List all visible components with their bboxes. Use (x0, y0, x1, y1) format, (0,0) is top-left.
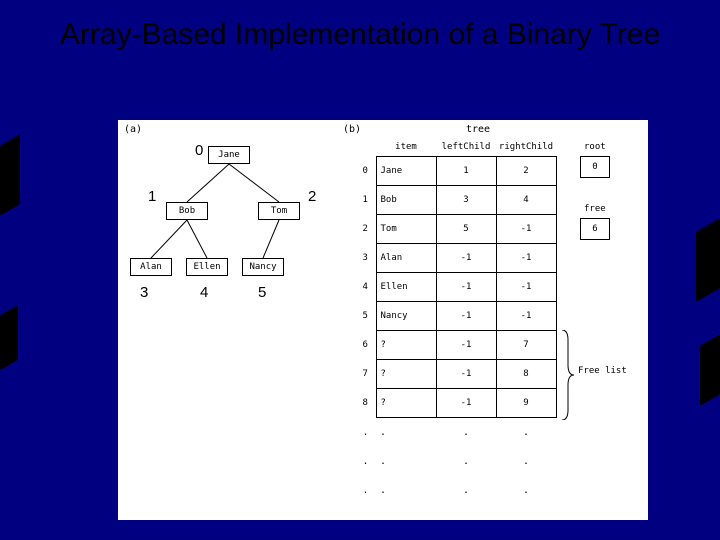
tree-index-2: 2 (308, 188, 316, 205)
row-item: ? (376, 331, 436, 360)
row-leftchild: -1 (436, 360, 496, 389)
row-leftchild: 1 (436, 157, 496, 186)
row-index: 2 (358, 215, 376, 244)
diagram-panel: (a) Jane Bob Tom Alan Ellen Nancy 0 1 2 … (118, 120, 648, 520)
row-index: 1 (358, 186, 376, 215)
ellipsis-row: .... (358, 476, 556, 505)
row-index: 3 (358, 244, 376, 273)
tree-caption: tree (466, 124, 490, 135)
row-index: 4 (358, 273, 376, 302)
tree-node-jane: Jane (208, 146, 250, 164)
table-row: 3Alan-1-1 (358, 244, 556, 273)
row-item: Tom (376, 215, 436, 244)
row-rightchild: 2 (496, 157, 556, 186)
table-row: 7?-18 (358, 360, 556, 389)
row-leftchild: 3 (436, 186, 496, 215)
row-item: ? (376, 360, 436, 389)
freelist-brace-icon (560, 330, 574, 420)
tree-index-3: 3 (140, 284, 148, 301)
root-label: root (584, 142, 606, 152)
row-item: Jane (376, 157, 436, 186)
row-item: ? (376, 389, 436, 418)
row-leftchild: -1 (436, 389, 496, 418)
free-value: 6 (580, 218, 610, 240)
tree-index-4: 4 (200, 284, 208, 301)
root-value: 0 (580, 156, 610, 178)
tree-node-nancy: Nancy (242, 258, 284, 276)
row-leftchild: -1 (436, 244, 496, 273)
row-rightchild: 8 (496, 360, 556, 389)
header-leftchild: leftChild (436, 142, 496, 152)
table-row: 2Tom5-1 (358, 215, 556, 244)
tree-node-alan: Alan (130, 258, 172, 276)
row-item: Ellen (376, 273, 436, 302)
free-label: free (584, 204, 606, 214)
row-index: 7 (358, 360, 376, 389)
row-index: 6 (358, 331, 376, 360)
row-rightchild: -1 (496, 244, 556, 273)
row-leftchild: -1 (436, 331, 496, 360)
header-rightchild: rightChild (496, 142, 556, 152)
array-table: 0Jane121Bob342Tom5-13Alan-1-14Ellen-1-15… (358, 156, 557, 505)
row-rightchild: -1 (496, 215, 556, 244)
tree-node-tom: Tom (258, 202, 300, 220)
row-rightchild: 4 (496, 186, 556, 215)
tree-node-ellen: Ellen (186, 258, 228, 276)
table-row: 0Jane12 (358, 157, 556, 186)
freelist-label: Free list (578, 366, 627, 376)
row-item: Bob (376, 186, 436, 215)
tree-index-1: 1 (148, 188, 156, 205)
row-rightchild: -1 (496, 302, 556, 331)
table-row: 6?-17 (358, 331, 556, 360)
table-row: 4Ellen-1-1 (358, 273, 556, 302)
table-headers: item leftChild rightChild (358, 142, 556, 152)
row-rightchild: 7 (496, 331, 556, 360)
row-leftchild: -1 (436, 273, 496, 302)
binary-tree-diagram: Jane Bob Tom Alan Ellen Nancy 0 1 2 3 4 … (118, 134, 328, 309)
panel-b-label: (b) (343, 124, 361, 135)
tree-node-bob: Bob (166, 202, 208, 220)
table-row: 8?-19 (358, 389, 556, 418)
ellipsis-row: .... (358, 418, 556, 447)
row-rightchild: 9 (496, 389, 556, 418)
row-rightchild: -1 (496, 273, 556, 302)
row-leftchild: 5 (436, 215, 496, 244)
slide-title: Array-Based Implementation of a Binary T… (0, 0, 720, 63)
row-index: 5 (358, 302, 376, 331)
row-index: 8 (358, 389, 376, 418)
row-leftchild: -1 (436, 302, 496, 331)
header-item: item (376, 142, 436, 152)
tree-index-0: 0 (195, 142, 203, 159)
table-row: 1Bob34 (358, 186, 556, 215)
row-item: Nancy (376, 302, 436, 331)
ellipsis-row: .... (358, 447, 556, 476)
row-item: Alan (376, 244, 436, 273)
tree-index-5: 5 (258, 284, 266, 301)
row-index: 0 (358, 157, 376, 186)
table-row: 5Nancy-1-1 (358, 302, 556, 331)
